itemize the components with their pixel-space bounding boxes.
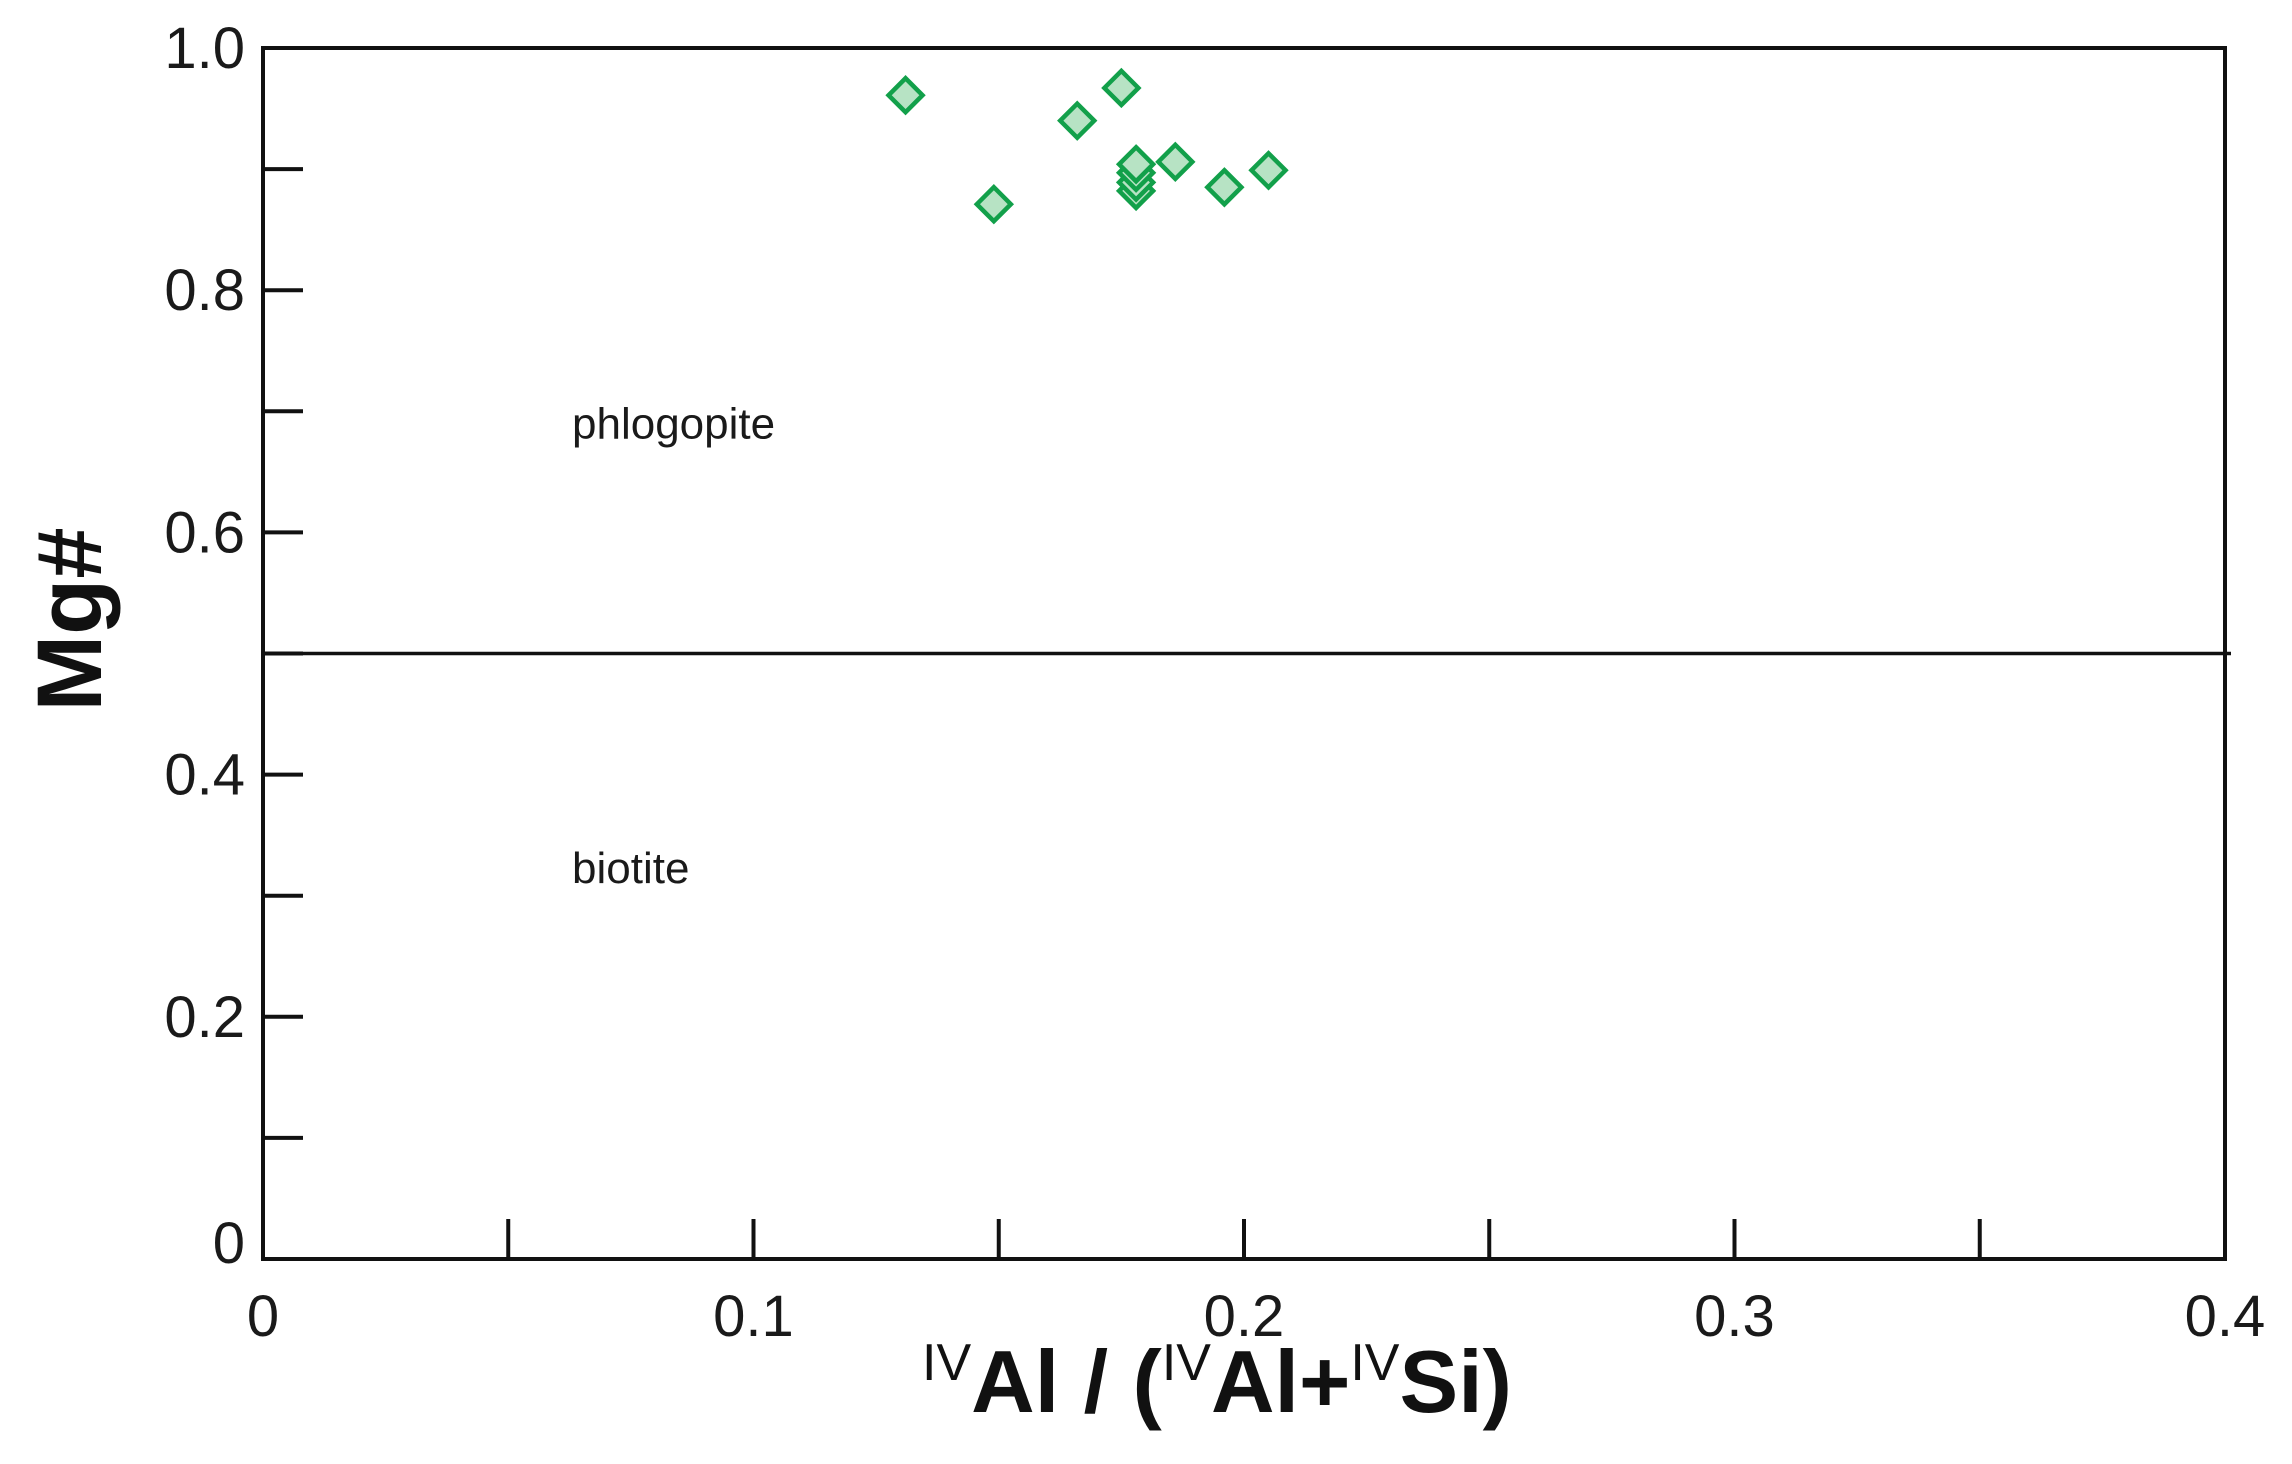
data-point [1057, 100, 1098, 141]
y-tick-label: 0 [213, 1211, 245, 1276]
field-label-biotite: biotite [572, 844, 689, 893]
x-tick-label: 0.1 [713, 1284, 794, 1349]
data-point [973, 184, 1015, 225]
field-labels-layer: phlogopite biotite [572, 399, 775, 892]
data-point [1204, 167, 1245, 208]
y-tick-label: 0.6 [164, 500, 245, 565]
y-axis-title: Mg# [19, 528, 121, 712]
y-tick-label: 0.4 [164, 743, 245, 808]
data-point [885, 75, 926, 116]
x-tick-label: 0 [247, 1284, 279, 1349]
axis-titles-layer: IVAl / (IVAl+IVSi)Mg# [19, 528, 1512, 1432]
y-tick-label: 0.8 [164, 258, 245, 323]
y-tick-label: 1.0 [164, 16, 245, 81]
x-axis-title-text: Al / ( [971, 1332, 1162, 1431]
x-axis-title: IVAl / (IVAl+IVSi) [922, 1332, 1512, 1431]
data-point [1155, 141, 1196, 183]
x-tick-label: 0.2 [1204, 1284, 1285, 1349]
ticks-layer: 0 0.1 0.2 0.3 0.4 0 0.2 0.4 0.6 0.8 1.0 [164, 16, 2265, 1349]
x-axis-title-text: Al+ [1211, 1332, 1350, 1431]
data-point [1248, 150, 1289, 191]
x-axis-title-superscript: IV [1162, 1334, 1211, 1392]
x-axis-title-superscript: IV [922, 1334, 971, 1392]
x-tick-label: 0.3 [1694, 1284, 1775, 1349]
x-axis-title-text: Si) [1400, 1332, 1512, 1431]
data-point [1115, 144, 1157, 185]
x-tick-label: 0.4 [2185, 1284, 2266, 1349]
y-tick-label: 0.2 [164, 985, 245, 1050]
data-points-layer [885, 67, 1289, 225]
data-point [1101, 67, 1142, 109]
x-axis-title-superscript: IV [1350, 1334, 1399, 1392]
field-label-phlogopite: phlogopite [572, 399, 775, 448]
